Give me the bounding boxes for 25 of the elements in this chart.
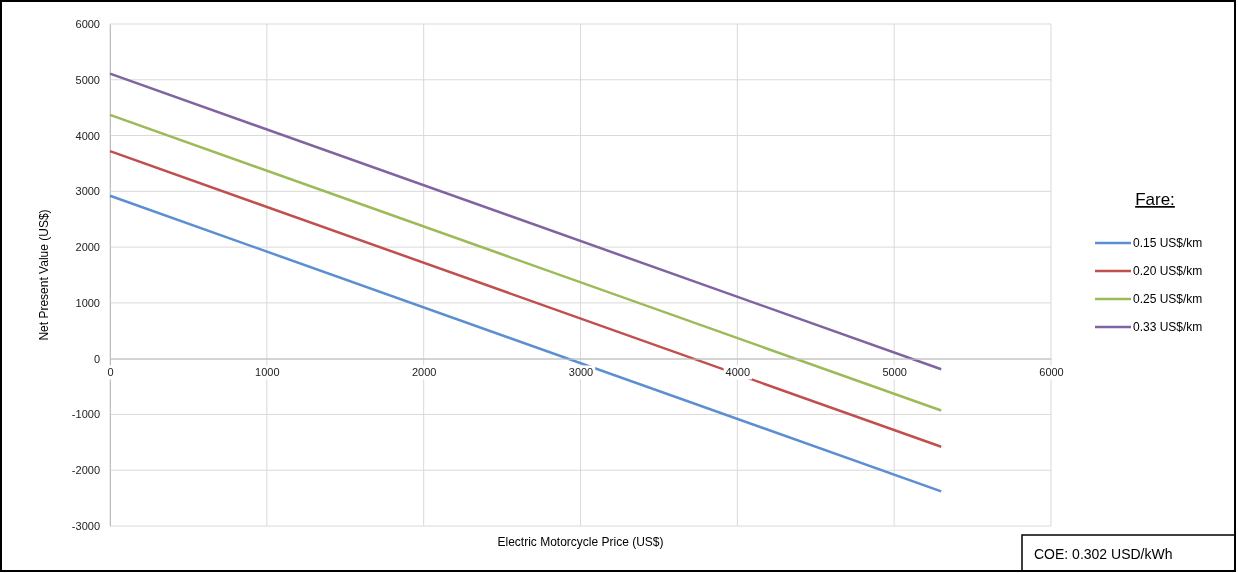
legend-label: 0.20 US$/km	[1133, 264, 1203, 278]
x-tick-label: 4000	[725, 366, 751, 379]
y-tick-label: -2000	[71, 464, 100, 477]
x-tick-label: 0	[107, 366, 114, 379]
legend-title: Fare:	[1135, 190, 1175, 209]
text: COE: 0.302 USD/kWh	[1034, 546, 1173, 562]
x-tick-label: 1000	[255, 366, 280, 379]
y-tick-label: 6000	[75, 18, 100, 31]
x-tick-label: 6000	[1039, 366, 1064, 379]
y-tick-label: 1000	[75, 296, 100, 309]
x-tick-label: 5000	[882, 366, 907, 379]
y-axis-title: Net Present Value (US$)	[37, 209, 51, 341]
y-tick-label: -3000	[71, 520, 100, 533]
y-tick-label: 5000	[75, 73, 100, 86]
legend-label: 0.15 US$/km	[1133, 236, 1203, 250]
y-tick-label: 4000	[75, 129, 100, 142]
x-tick-label: 2000	[411, 366, 437, 379]
y-tick-label: -1000	[71, 408, 100, 421]
x-tick-label: 3000	[568, 366, 594, 379]
x-axis-title: Electric Motorcycle Price (US$)	[497, 535, 664, 549]
y-tick-label: 2000	[75, 241, 100, 254]
y-tick-label: 3000	[75, 185, 100, 198]
y-tick-label: 0	[93, 352, 100, 365]
legend-label: 0.25 US$/km	[1133, 292, 1203, 306]
legend-label: 0.33 US$/km	[1133, 320, 1203, 334]
